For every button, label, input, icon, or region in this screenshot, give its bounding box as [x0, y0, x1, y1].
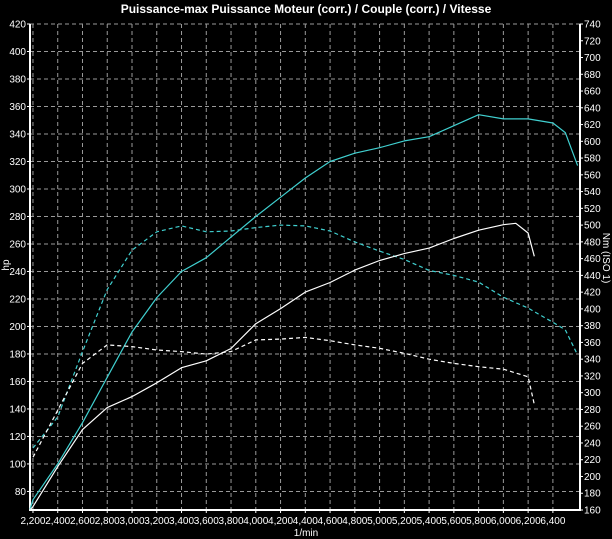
y2-tick-label: 300 — [584, 388, 601, 399]
y-tick-label: 340 — [9, 129, 26, 140]
y2-tick-label: 540 — [584, 187, 601, 198]
tick-labels: 2,200 2,400 2,600 2,800 3,000 3,200 3,400 3,600… — [9, 20, 601, 528]
y2-tick-label: 680 — [584, 70, 601, 81]
x-tick-label: 4,400 — [293, 516, 318, 527]
y-tick-label: 100 — [9, 459, 26, 470]
y-tick-label: 220 — [9, 294, 26, 305]
y2-tick-label: 480 — [584, 237, 601, 248]
y-tick-label: 280 — [9, 212, 26, 223]
y2-tick-label: 320 — [584, 371, 601, 382]
x-tick-label: 2,400 — [45, 516, 70, 527]
y2-tick-label: 440 — [584, 271, 601, 282]
y2-tick-label: 220 — [584, 455, 601, 466]
y-tick-label: 420 — [9, 20, 26, 31]
y-tick-label: 260 — [9, 239, 26, 250]
x-tick-label: 5,400 — [417, 516, 442, 527]
y2-tick-label: 660 — [584, 87, 601, 98]
y2-tick-label: 520 — [584, 204, 601, 215]
y-tick-label: 300 — [9, 184, 26, 195]
y-tick-label: 80 — [15, 487, 27, 498]
y-axis-label: hp — [1, 259, 12, 271]
y2-tick-label: 580 — [584, 154, 601, 165]
x-tick-label: 4,000 — [243, 516, 268, 527]
y2-tick-label: 420 — [584, 288, 601, 299]
x-tick-label: 6,400 — [540, 516, 565, 527]
y2-tick-label: 280 — [584, 405, 601, 416]
x-tick-label: 2,200 — [20, 516, 45, 527]
y-tick-label: 120 — [9, 432, 26, 443]
x-tick-label: 3,000 — [119, 516, 144, 527]
curves — [29, 114, 579, 510]
y2-tick-label: 240 — [584, 438, 601, 449]
y2-tick-label: 180 — [584, 489, 601, 500]
series-line-4 — [32, 336, 535, 458]
y2-tick-label: 340 — [584, 355, 601, 366]
y2-tick-label: 720 — [584, 36, 601, 47]
x-axis-label: 1/min — [294, 528, 318, 539]
x-tick-label: 5,600 — [441, 516, 466, 527]
chart-title: Puissance-max Puissance Moteur (corr.) /… — [121, 2, 492, 16]
y2-tick-label: 640 — [584, 103, 601, 114]
x-tick-label: 3,600 — [194, 516, 219, 527]
y2-tick-label: 700 — [584, 53, 601, 64]
axes — [27, 23, 583, 513]
y2-tick-label: 380 — [584, 321, 601, 332]
x-tick-label: 5,000 — [367, 516, 392, 527]
y-tick-label: 380 — [9, 74, 26, 85]
x-tick-label: 4,200 — [268, 516, 293, 527]
x-tick-label: 3,400 — [169, 516, 194, 527]
y2-axis-label: Nm (ISO 1) — [600, 233, 611, 284]
y2-tick-label: 560 — [584, 170, 601, 181]
y-tick-label: 180 — [9, 349, 26, 360]
y-tick-label: 140 — [9, 404, 26, 415]
y-tick-label: 160 — [9, 377, 26, 388]
x-tick-label: 6,200 — [516, 516, 541, 527]
y2-tick-label: 620 — [584, 120, 601, 131]
y2-tick-label: 360 — [584, 338, 601, 349]
x-tick-label: 5,800 — [466, 516, 491, 527]
x-tick-label: 2,600 — [70, 516, 95, 527]
series-line-3 — [30, 222, 535, 510]
x-tick-label: 2,800 — [95, 516, 120, 527]
y2-tick-label: 160 — [584, 506, 601, 517]
y-tick-label: 200 — [9, 322, 26, 333]
x-tick-label: 5,200 — [392, 516, 417, 527]
y2-tick-label: 260 — [584, 422, 601, 433]
y-tick-label: 240 — [9, 267, 26, 278]
y-tick-label: 360 — [9, 102, 26, 113]
y-tick-label: 320 — [9, 157, 26, 168]
grid — [30, 23, 580, 510]
y2-tick-label: 400 — [584, 304, 601, 315]
y2-tick-label: 500 — [584, 221, 601, 232]
y2-tick-label: 740 — [584, 20, 601, 31]
series-line-2 — [32, 224, 579, 449]
x-tick-label: 3,200 — [144, 516, 169, 527]
x-tick-label: 3,800 — [219, 516, 244, 527]
y-tick-label: 400 — [9, 47, 26, 58]
y2-tick-label: 200 — [584, 472, 601, 483]
x-tick-label: 6,000 — [491, 516, 516, 527]
y2-tick-label: 600 — [584, 137, 601, 148]
x-tick-label: 4,600 — [318, 516, 343, 527]
x-tick-label: 4,800 — [342, 516, 367, 527]
series-line-1 — [29, 114, 579, 510]
y2-tick-label: 460 — [584, 254, 601, 265]
